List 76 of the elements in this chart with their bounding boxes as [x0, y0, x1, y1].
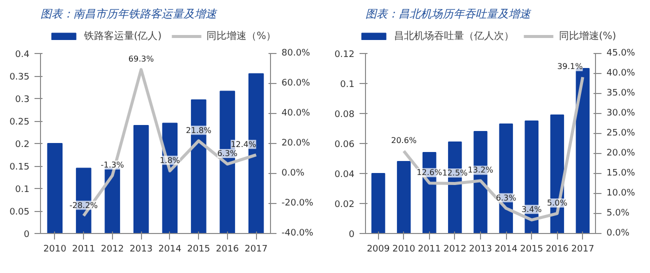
data-label: 21.8%	[186, 126, 212, 135]
legend-label: 同比增速(%)	[558, 30, 616, 43]
data-label: 3.4%	[521, 204, 542, 214]
legend-label: 铁路客运量(亿人)	[84, 30, 162, 43]
y2-tick-label: -40.0%	[282, 228, 314, 238]
y2-tick-label: 20.0%	[606, 148, 636, 158]
y2-tick-label: 20.0%	[282, 138, 311, 148]
x-tick-label: 2014	[494, 244, 518, 254]
y-tick-label: 0	[348, 230, 355, 240]
data-label: 12.6%	[416, 168, 442, 178]
legend-label: 昌北机场吞吐量（亿人次）	[394, 30, 514, 43]
y-tick-label: 0.05	[9, 208, 30, 218]
x-tick-label: 2010	[392, 244, 416, 254]
y-tick-label: 0.12	[334, 50, 355, 60]
y-tick-label: 0.1	[15, 185, 30, 195]
y-tick-label: 0	[24, 230, 30, 240]
y2-tick-label: 25.0%	[606, 128, 636, 138]
x-tick-label: 2012	[100, 244, 124, 254]
data-label: 39.1%	[557, 62, 584, 72]
y2-tick-label: 35.0%	[606, 88, 636, 98]
y2-tick-label: 40.0%	[606, 68, 636, 78]
y-tick-label: 0.02	[334, 200, 355, 210]
y2-tick-label: 5.0%	[606, 208, 630, 218]
bar	[371, 173, 386, 234]
bar	[396, 161, 411, 234]
data-label: 13.2%	[468, 166, 494, 175]
data-label: 20.6%	[391, 136, 417, 146]
x-tick-label: 2011	[72, 244, 96, 254]
y2-tick-label: 15.0%	[606, 168, 636, 178]
legend-label: 同比增速（%）	[206, 30, 276, 43]
y-tick-label: 0.25	[9, 118, 30, 128]
y-tick-label: 0.4	[15, 50, 30, 60]
data-label: 6.3%	[496, 193, 517, 202]
y-tick-label: 0.15	[9, 162, 30, 172]
x-tick-label: 2017	[244, 244, 268, 254]
x-tick-label: 2014	[158, 244, 182, 254]
y-tick-label: 0.3	[15, 95, 30, 105]
y2-tick-label: 80.0%	[282, 48, 311, 58]
x-tick-label: 2011	[418, 244, 441, 254]
data-label: -1.3%	[100, 160, 124, 170]
y-tick-label: 0.08	[334, 110, 355, 120]
y-tick-label: 0.2	[15, 140, 30, 150]
data-label: 12.5%	[442, 168, 468, 178]
y-tick-label: 0.06	[334, 140, 355, 150]
y-tick-label: 0.04	[334, 170, 355, 180]
data-label: 6.3%	[217, 149, 238, 158]
x-tick-label: 2013	[130, 244, 153, 254]
y2-tick-label: 0.0%	[282, 168, 305, 178]
x-tick-label: 2010	[43, 244, 67, 254]
y2-tick-label: 10.0%	[606, 188, 636, 198]
x-tick-label: 2012	[443, 244, 466, 254]
bar	[47, 143, 63, 234]
y2-tick-label: 45.0%	[606, 48, 636, 58]
y2-tick-label: -20.0%	[282, 198, 314, 208]
data-label: -28.2%	[69, 200, 98, 210]
y2-tick-label: 40.0%	[282, 108, 311, 118]
y2-tick-label: 30.0%	[606, 108, 636, 118]
x-tick-label: 2016	[216, 244, 240, 254]
y-tick-label: 0.1	[340, 80, 355, 90]
x-tick-label: 2015	[520, 244, 544, 254]
bar	[576, 68, 590, 234]
chart-title: 图表：昌北机场历年吞吐量及增速	[366, 8, 532, 20]
x-tick-label: 2016	[546, 244, 569, 254]
bar	[133, 125, 149, 234]
x-tick-label: 2013	[469, 244, 492, 254]
y2-tick-label: 60.0%	[282, 78, 311, 88]
chart-title: 图表：南昌市历年铁路客运量及增速	[40, 8, 218, 20]
x-tick-label: 2015	[187, 244, 210, 254]
y2-tick-label: 0.0%	[606, 228, 630, 238]
data-label: 1.8%	[160, 156, 180, 165]
data-label: 69.3%	[128, 54, 154, 64]
y-tick-label: 0.35	[9, 72, 30, 82]
x-tick-label: 2009	[366, 244, 390, 254]
x-tick-label: 2017	[571, 244, 594, 254]
data-label: 12.4%	[230, 140, 257, 149]
data-label: 5.0%	[547, 198, 568, 208]
